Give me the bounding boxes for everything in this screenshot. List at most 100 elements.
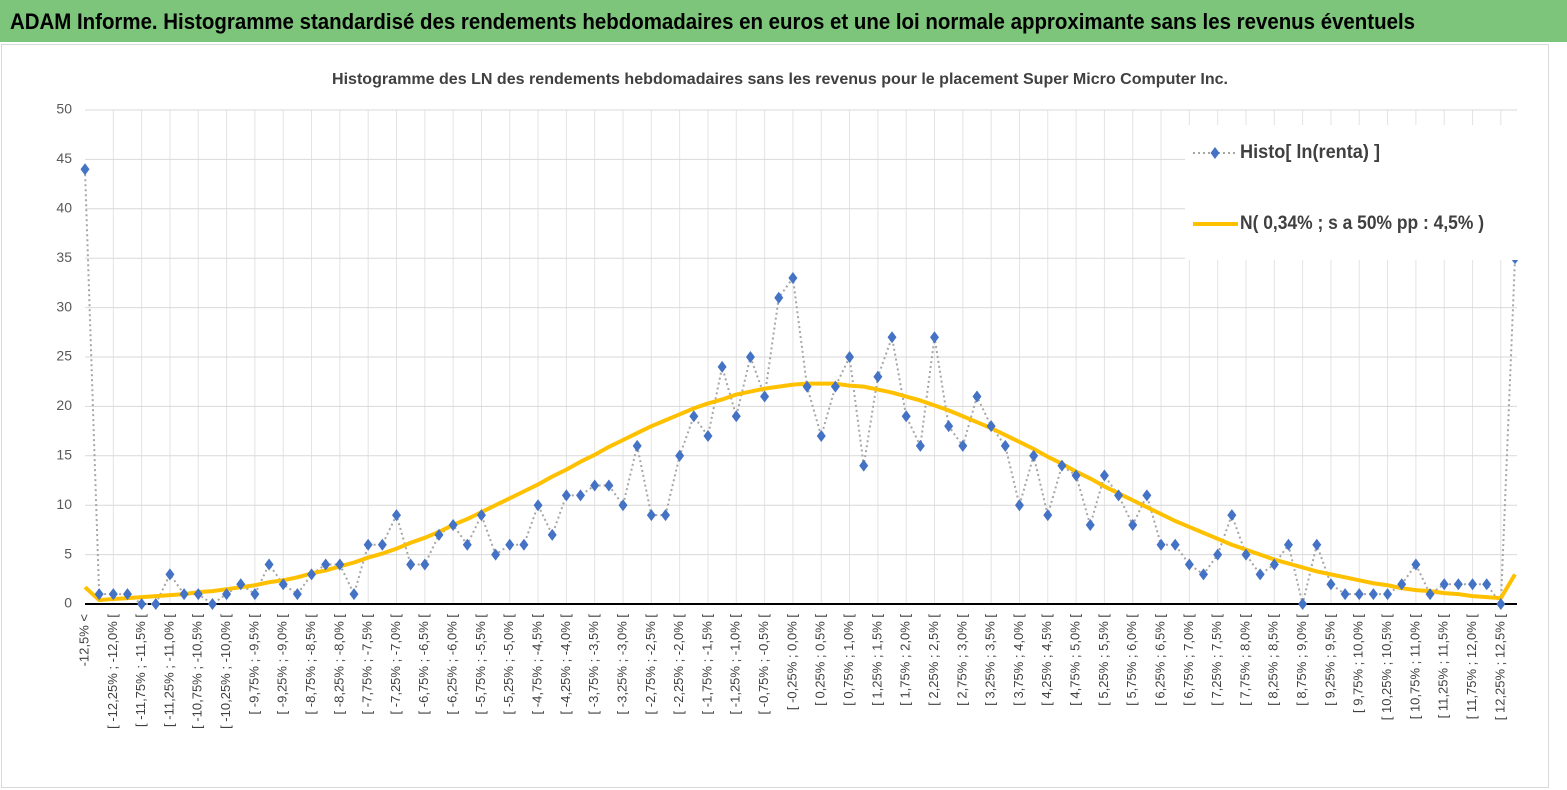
chart-frame [1,44,1549,788]
x-tick-label: [ 8,75% ; 9,0% [ [1294,614,1309,706]
data-point [646,509,656,522]
data-point [349,588,359,601]
data-point [1298,598,1308,610]
x-tick-label: [ 12,25% ; 12,5% [ [1492,614,1507,721]
data-point [222,588,232,601]
legend-label: N( 0,34% ; s a 50% pp : 4,5% ) [1240,213,1484,234]
data-point [703,430,713,443]
x-tick-label: [ -6,75% ; -6,5% [ [416,614,431,715]
data-point [1425,588,1435,601]
x-tick-label: [ -1,75% ; -1,5% [ [699,614,714,715]
data-point [731,410,741,423]
x-tick-label: [ -7,25% ; -7,0% [ [388,614,403,715]
data-point [420,558,430,571]
x-tick-label: [ -0,25% ; 0,0% [ [784,614,799,710]
x-tick-label: [ 11,75% ; 12,0% [ [1464,614,1479,720]
y-tick-label: 10 [56,496,72,512]
x-tick-label: [ -8,25% ; -8,0% [ [331,614,346,715]
x-tick-label: [ -5,75% ; -5,5% [ [473,614,488,715]
data-point [675,449,685,462]
data-point [972,390,982,403]
data-point [165,568,175,581]
series-line [84,169,1516,607]
y-tick-label: 15 [56,447,72,463]
data-point [915,439,925,452]
x-tick-label: [ 3,25% ; 3,5% [ [983,614,998,706]
x-tick-label: [ -10,25% ; -10,0% [ [218,614,233,729]
data-point [1453,578,1463,591]
data-point [845,351,855,363]
data-point [561,489,571,502]
banner-title: ADAM Informe. Histogramme standardisé de… [10,9,1415,34]
data-point [80,163,90,176]
x-tick-label: [ -2,25% ; -2,0% [ [671,614,686,715]
data-point [802,380,812,393]
y-tick-label: 35 [56,249,72,265]
data-point [901,410,911,423]
x-tick-label: [ 9,75% ; 10,0% [ [1351,614,1366,713]
x-tick-label: [ -3,75% ; -3,5% [ [586,614,601,715]
data-point [1184,558,1194,571]
x-tick-label: [ -3,25% ; -3,0% [ [614,614,629,715]
data-point [1326,578,1336,591]
data-point [391,509,401,522]
x-tick-label: [ 1,75% ; 2,0% [ [898,614,913,706]
x-tick-label: [ 7,25% ; 7,5% [ [1209,614,1224,706]
data-point [887,331,897,344]
data-point [1227,509,1237,522]
legend-marker [1210,147,1220,159]
data-point [108,588,118,601]
x-tick-label: [ -11,25% ; -11,0% [ [161,614,176,727]
data-point [151,598,161,610]
data-point [1142,489,1152,502]
data-point [816,430,826,443]
y-tick-label: 0 [64,595,72,611]
data-point [689,410,699,423]
data-point [873,370,883,383]
data-point [1000,439,1010,452]
x-tick-label: [ 7,75% ; 8,0% [ [1237,614,1252,706]
data-point [830,380,840,393]
x-tick-label: [ -4,25% ; -4,0% [ [558,614,573,715]
data-point [434,528,444,541]
data-point [1085,518,1095,531]
x-tick-label: [ 4,25% ; 4,5% [ [1039,614,1054,706]
data-point [958,439,968,452]
x-tick-label: [ 0,75% ; 1,0% [ [841,614,856,706]
chart-title: Histogramme des LN des rendements hebdom… [332,71,1228,88]
data-point [250,588,260,601]
data-point [1383,588,1393,601]
x-tick-label: [ -7,75% ; -7,5% [ [360,614,375,715]
data-point [533,499,543,512]
data-point [745,351,755,363]
data-point [307,568,317,581]
x-tick-label: [ 4,75% ; 5,0% [ [1068,614,1083,706]
data-point [660,509,670,522]
x-tick-label: [ -10,75% ; -10,5% [ [190,614,205,729]
data-point [476,509,486,522]
x-tick-label: [ 5,25% ; 5,5% [ [1096,614,1111,706]
data-point [1057,459,1067,472]
data-point [137,598,147,610]
data-point [1482,578,1492,591]
data-point [1043,509,1053,522]
data-point [576,489,586,502]
data-point [788,271,798,284]
data-point [264,558,274,571]
data-point [1071,469,1081,482]
data-point [193,588,203,601]
data-point [519,538,529,551]
x-tick-label: [ 0,25% ; 0,5% [ [813,614,828,706]
banner [0,0,1567,42]
data-point [944,420,954,433]
data-point [1241,548,1251,561]
data-point [547,528,557,541]
x-tick-label: [ 10,75% ; 11,0% [ [1407,614,1422,720]
x-tick-label: [ -1,25% ; -1,0% [ [728,614,743,715]
data-point [1496,598,1506,610]
x-tick-label: [ 3,75% ; 4,0% [ [1011,614,1026,706]
data-point [406,558,416,571]
x-tick-label: [ 8,25% ; 8,5% [ [1266,614,1281,706]
data-point [1397,578,1407,591]
x-tick-label: [ 10,25% ; 10,5% [ [1379,614,1394,721]
